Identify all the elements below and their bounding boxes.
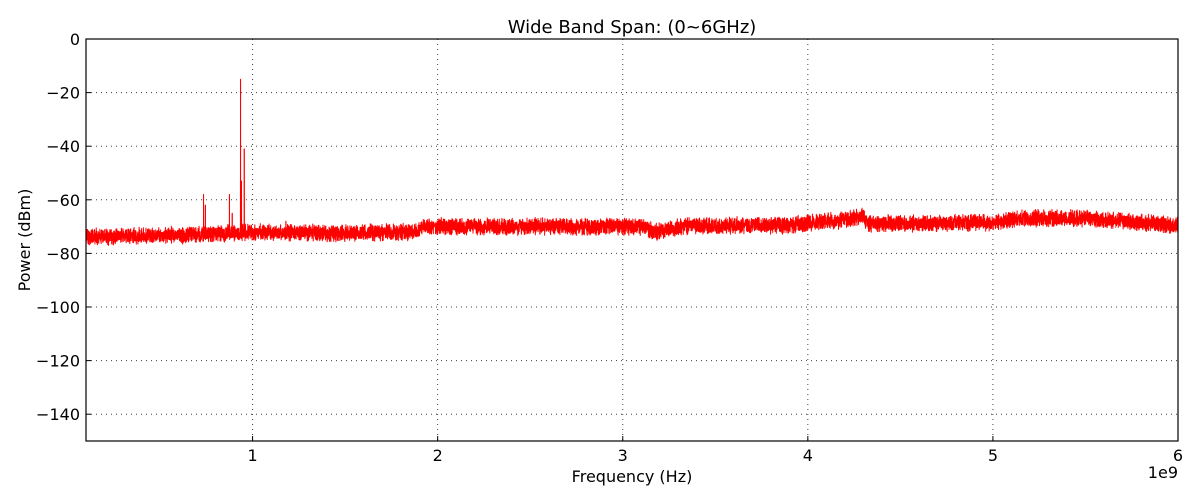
x-tick-label: 3 [618, 446, 628, 465]
x-axis-offset-label: 1e9 [1148, 463, 1178, 482]
x-axis-label: Frequency (Hz) [572, 467, 693, 486]
plot-frame [85, 38, 1179, 442]
y-tick-label: 0 [70, 30, 80, 49]
y-tick-label: −100 [36, 298, 80, 317]
y-tick-label: −60 [46, 191, 80, 210]
y-ticks: 0 −20 −40 −60 −80 −100 −120 −140 [36, 30, 91, 424]
x-tick-label: 1 [247, 446, 257, 465]
x-tick-label: 5 [988, 446, 998, 465]
x-tick-label: 2 [433, 446, 443, 465]
x-ticks: 1 2 3 4 5 6 [247, 436, 1183, 465]
x-tick-label: 4 [803, 446, 813, 465]
x-tick-label: 6 [1173, 446, 1183, 465]
y-tick-label: −20 [46, 84, 80, 103]
chart-title: Wide Band Span: (0~6GHz) [508, 17, 757, 38]
y-tick-label: −80 [46, 244, 80, 263]
grid-lines [86, 38, 1179, 441]
y-tick-label: −120 [36, 352, 80, 371]
y-tick-label: −40 [46, 137, 80, 156]
y-axis-label: Power (dBm) [15, 189, 34, 292]
spectrum-line [85, 78, 1179, 246]
y-tick-label: −140 [36, 405, 80, 424]
series-layer [85, 78, 1179, 246]
